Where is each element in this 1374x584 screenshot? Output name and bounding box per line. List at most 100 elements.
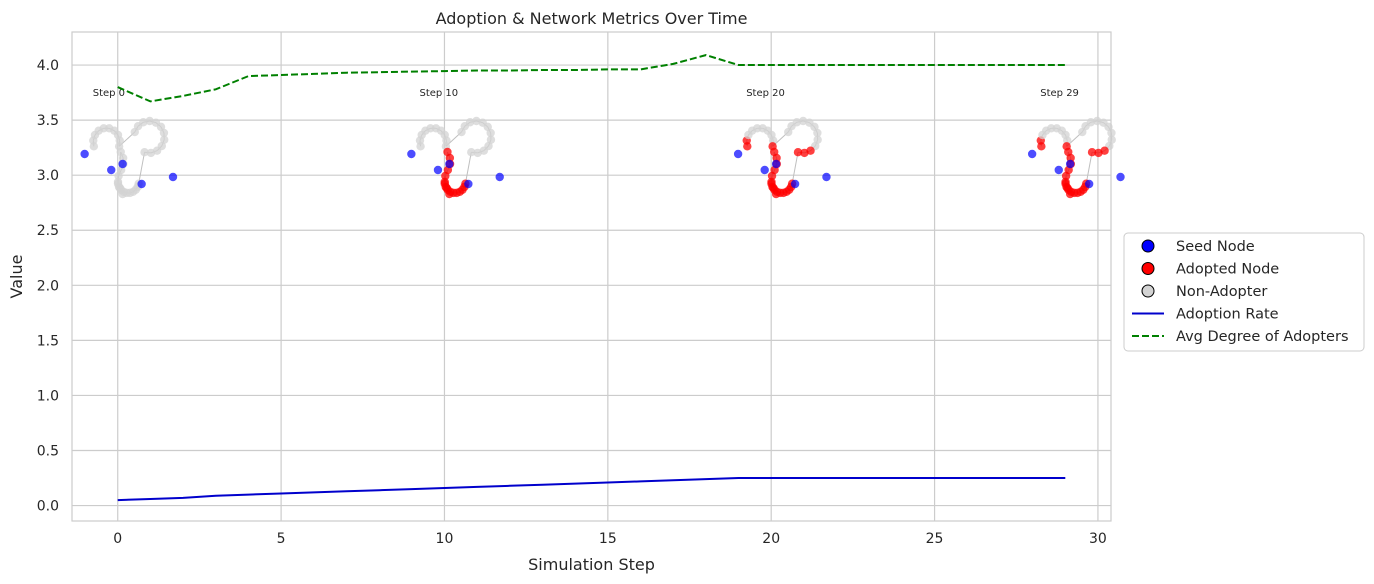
- y-tick-label: 4.0: [37, 58, 59, 74]
- non-adopter-node: [1086, 118, 1096, 127]
- y-tick-label: 0.0: [37, 499, 59, 515]
- non-adopter-node: [139, 118, 148, 127]
- snapshot-label: Step 20: [746, 88, 785, 99]
- seed-node: [771, 159, 781, 169]
- network-snapshot: Step 20: [733, 88, 831, 199]
- non-adopter-node: [467, 148, 476, 157]
- non-adopter-node: [159, 128, 169, 138]
- y-tick-label: 2.0: [37, 278, 59, 294]
- series-line-adoption-rate: [117, 477, 1066, 502]
- y-tick-label: 0.5: [37, 444, 59, 460]
- legend-label: Non-Adopter: [1176, 284, 1267, 300]
- legend-entry: Avg Degree of Adopters: [1132, 329, 1349, 345]
- network-edge: [791, 152, 799, 184]
- plot-frame: [71, 31, 1112, 522]
- non-adopter-node: [813, 128, 822, 138]
- legend-marker: [1141, 239, 1155, 253]
- seed-node: [1084, 179, 1094, 189]
- y-tick-label: 2.5: [37, 223, 59, 239]
- legend-label: Seed Node: [1176, 239, 1255, 255]
- adopted-node: [1066, 153, 1075, 163]
- legend-entry: Non-Adopter: [1141, 284, 1267, 300]
- non-adopter-node: [118, 153, 128, 163]
- seed-node: [464, 179, 473, 189]
- adopted-node: [772, 153, 781, 163]
- adopted-node: [1065, 189, 1075, 199]
- adopted-node: [445, 153, 455, 163]
- x-tick-label: 30: [1089, 531, 1107, 547]
- legend: Seed Node Adopted Node Non-Adopter Adoption…: [1123, 232, 1365, 352]
- network-edge: [1085, 152, 1093, 184]
- seed-node: [107, 165, 116, 175]
- y-tick-label: 1.5: [37, 333, 59, 349]
- non-adopter-node: [140, 148, 149, 157]
- seed-node: [137, 179, 146, 189]
- snapshot-label: Step 29: [1040, 88, 1079, 99]
- seed-node: [1065, 159, 1075, 169]
- non-adopter-node: [160, 135, 169, 144]
- adopted-node: [771, 189, 781, 199]
- legend-marker: [1141, 284, 1155, 298]
- seed-node: [790, 179, 800, 189]
- seed-node: [495, 172, 504, 182]
- adopted-node: [793, 148, 803, 157]
- x-tick-label: 20: [762, 531, 780, 547]
- y-tick-label: 1.0: [37, 388, 59, 404]
- y-tick-label: 3.5: [37, 113, 59, 129]
- legend-box: [1123, 232, 1365, 352]
- network-snapshot: Step 0: [80, 88, 178, 199]
- x-tick-label: 0: [113, 531, 122, 547]
- seed-node: [733, 149, 743, 159]
- chart-title: Adoption & Network Metrics Over Time: [436, 9, 748, 28]
- network-snapshot: Step 10: [407, 88, 504, 199]
- y-tick-label: 3.0: [37, 168, 59, 184]
- legend-marker: [1141, 262, 1155, 275]
- seed-node: [80, 149, 89, 159]
- series-lines: [117, 54, 1066, 502]
- x-tick-label: 15: [599, 531, 617, 547]
- grid: [72, 32, 1111, 521]
- network-snapshot: Step 29: [1027, 88, 1125, 199]
- y-axis-label: Value: [7, 255, 26, 299]
- non-adopter-node: [486, 135, 496, 144]
- legend-label: Adopted Node: [1176, 262, 1279, 278]
- seed-node: [407, 149, 416, 159]
- non-adopter-node: [118, 189, 127, 199]
- x-tick-label: 10: [436, 531, 454, 547]
- non-adopter-node: [813, 135, 822, 144]
- seed-node: [433, 165, 443, 175]
- legend-entry: Adoption Rate: [1132, 307, 1279, 323]
- seed-node: [445, 159, 454, 169]
- legend-label: Adoption Rate: [1176, 307, 1279, 323]
- seed-node: [1054, 165, 1063, 175]
- series-line-avg-degree: [117, 54, 1066, 103]
- legend-entry: Adopted Node: [1141, 262, 1279, 278]
- x-tick-label: 25: [926, 531, 944, 547]
- legend-entry: Seed Node: [1141, 239, 1255, 255]
- seed-node: [760, 165, 769, 175]
- non-adopter-node: [146, 148, 156, 158]
- adopted-node: [1094, 148, 1103, 158]
- non-adopter-node: [1107, 135, 1116, 144]
- adopted-node: [1087, 148, 1097, 157]
- non-adopter-node: [792, 118, 801, 127]
- legend-label: Avg Degree of Adopters: [1176, 329, 1349, 345]
- adopted-node: [445, 189, 454, 199]
- non-adopter-node: [486, 128, 495, 138]
- network-edge: [464, 152, 472, 184]
- network-edge: [138, 152, 146, 184]
- seed-node: [118, 159, 127, 169]
- non-adopter-node: [465, 118, 475, 127]
- adopted-node: [800, 148, 809, 158]
- seed-node: [168, 172, 178, 182]
- x-tick-label: 5: [277, 531, 286, 547]
- seed-node: [822, 172, 831, 182]
- seed-node: [1116, 172, 1125, 182]
- snapshot-label: Step 10: [419, 88, 458, 99]
- x-axis-label: Simulation Step: [528, 555, 655, 574]
- network-snapshots: Step 0 Step 10 Step 20 Step 29: [80, 88, 1125, 199]
- seed-node: [1027, 149, 1037, 159]
- non-adopter-node: [473, 148, 482, 158]
- snapshot-label: Step 0: [93, 88, 125, 99]
